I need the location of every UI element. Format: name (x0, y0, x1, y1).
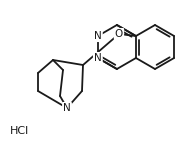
Text: N: N (63, 103, 71, 113)
Text: HCl: HCl (10, 126, 29, 136)
Text: N: N (94, 31, 102, 41)
Text: O: O (115, 29, 123, 39)
Text: N: N (94, 53, 102, 63)
